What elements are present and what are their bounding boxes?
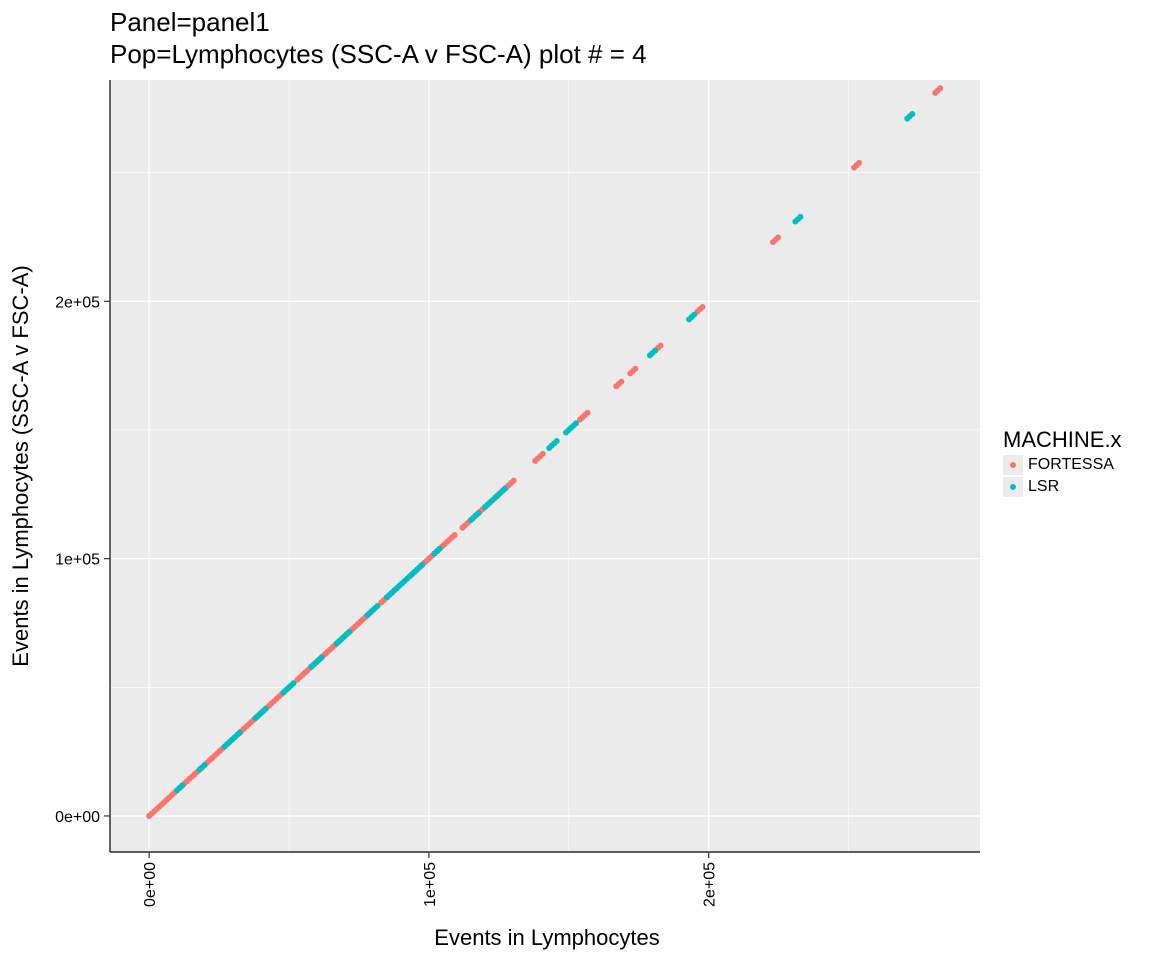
data-point bbox=[691, 311, 698, 318]
data-point bbox=[909, 110, 916, 117]
y-tick-label: 0e+00 bbox=[55, 809, 100, 826]
data-point bbox=[632, 365, 639, 372]
data-point bbox=[346, 628, 353, 635]
data-point bbox=[775, 234, 782, 241]
x-tick-label: 2e+05 bbox=[702, 862, 719, 907]
data-point bbox=[657, 342, 664, 349]
data-point bbox=[573, 420, 580, 427]
legend-title: MACHINE.x bbox=[1003, 427, 1122, 452]
data-point bbox=[201, 762, 208, 769]
x-axis-title: Events in Lymphocytes bbox=[434, 925, 659, 950]
x-axis-ticks: 0e+00 1e+05 2e+05 bbox=[142, 852, 719, 907]
x-tick-label: 0e+00 bbox=[142, 862, 159, 907]
y-tick-label: 2e+05 bbox=[55, 294, 100, 311]
data-point bbox=[262, 705, 269, 712]
y-axis-ticks: 0e+00 1e+05 2e+05 bbox=[55, 294, 110, 826]
legend-label: LSR bbox=[1028, 478, 1060, 495]
data-point bbox=[937, 85, 944, 92]
data-point bbox=[374, 602, 381, 609]
data-point bbox=[451, 531, 458, 538]
y-axis-title: Events in Lymphocytes (SSC-A v FSC-A) bbox=[8, 265, 33, 666]
data-points bbox=[146, 85, 944, 819]
legend-key bbox=[1003, 477, 1023, 497]
minor-gridlines bbox=[110, 80, 980, 852]
data-point bbox=[502, 485, 508, 492]
y-tick-label: 1e+05 bbox=[55, 552, 100, 569]
chart-title: Panel=panel1 bbox=[110, 7, 270, 37]
data-point bbox=[797, 213, 804, 220]
data-point bbox=[539, 450, 546, 457]
lsr-dot-icon bbox=[1010, 484, 1016, 490]
legend: MACHINE.x FORTESSA LSR bbox=[1003, 426, 1122, 498]
legend-label: FORTESSA bbox=[1028, 456, 1114, 473]
data-point bbox=[236, 729, 243, 736]
data-point bbox=[856, 159, 863, 166]
data-point bbox=[436, 545, 443, 552]
title-block: Panel=panel1 Pop=Lymphocytes (SSC-A v FS… bbox=[110, 6, 647, 70]
data-point bbox=[475, 510, 482, 517]
data-point bbox=[419, 561, 426, 568]
data-point bbox=[699, 303, 706, 310]
data-point bbox=[179, 782, 186, 789]
data-point bbox=[553, 438, 560, 445]
data-point bbox=[290, 680, 297, 687]
chart-subtitle: Pop=Lymphocytes (SSC-A v FSC-A) plot # =… bbox=[110, 39, 647, 69]
legend-key bbox=[1003, 455, 1023, 475]
data-point bbox=[510, 477, 517, 484]
data-point bbox=[584, 409, 591, 416]
fortessa-dot-icon bbox=[1010, 462, 1016, 468]
x-tick-label: 1e+05 bbox=[422, 862, 439, 907]
data-point bbox=[618, 378, 625, 385]
major-gridlines bbox=[110, 80, 980, 852]
data-point bbox=[651, 347, 658, 354]
plot-panel bbox=[110, 80, 980, 852]
data-point bbox=[318, 654, 325, 661]
legend-item-lsr: LSR bbox=[1003, 476, 1122, 498]
series-lsr bbox=[174, 110, 916, 794]
legend-item-fortessa: FORTESSA bbox=[1003, 454, 1122, 476]
